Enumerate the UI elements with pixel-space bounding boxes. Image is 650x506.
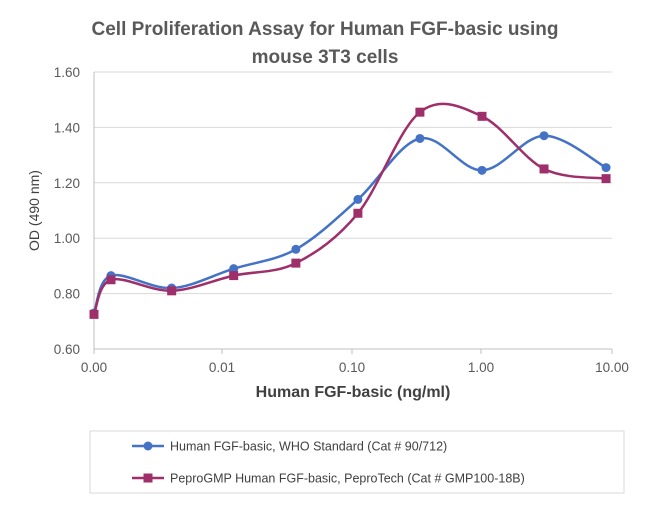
x-tick-label: 0.01 [209,360,235,375]
legend-label: Human FGF-basic, WHO Standard (Cat # 90/… [170,440,447,454]
x-tick-label: 0.10 [339,360,365,375]
data-point [229,271,239,281]
legend: Human FGF-basic, WHO Standard (Cat # 90/… [89,430,625,494]
legend-label: PeproGMP Human FGF-basic, PeproTech (Cat… [170,472,525,486]
legend-item: Human FGF-basic, WHO Standard (Cat # 90/… [132,440,447,454]
data-point [106,275,116,285]
chart-title-line: mouse 3T3 cells [252,47,399,68]
y-tick-label: 1.00 [54,231,80,246]
data-point [89,309,99,319]
data-point [353,208,363,218]
data-point [477,165,487,175]
data-point [167,286,177,296]
data-point [229,264,239,274]
series-line [92,134,607,314]
data-point [601,174,611,184]
legend-marker [143,441,153,451]
data-point [291,258,301,268]
y-tick-label: 1.20 [54,176,80,191]
x-tick-label: 10.00 [595,360,629,375]
data-point [477,111,487,121]
chart-title: Cell Proliferation Assay for Human FGF-b… [92,19,559,68]
x-axis-title: Human FGF-basic (ng/ml) [256,384,451,401]
data-point [291,244,301,254]
gridlines [94,71,612,295]
axes: 0.60 0.80 1.00 1.20 1.40 1.60 0.00 0.01 0.10 1.00… [54,65,629,375]
y-tick-label: 1.40 [54,120,80,135]
data-point [353,194,363,204]
legend-box [89,430,625,494]
data-point [415,107,425,117]
data-point [601,163,611,173]
y-tick-label: 1.60 [54,65,80,80]
series-2 [89,102,611,319]
chart-title-line: Cell Proliferation Assay for Human FGF-b… [92,19,559,40]
series-layer [89,102,611,319]
y-axis-title: OD (490 nm) [26,170,42,251]
y-tick-label: 0.60 [54,342,80,357]
series-line [92,102,607,315]
y-tick-label: 0.80 [54,287,80,302]
legend-item: PeproGMP Human FGF-basic, PeproTech (Cat… [132,472,525,486]
x-tick-label: 1.00 [468,360,494,375]
legend-marker [143,473,153,483]
data-point [415,133,425,143]
x-tick-label: 0.00 [81,360,107,375]
data-point [539,164,549,174]
data-point [539,131,549,141]
